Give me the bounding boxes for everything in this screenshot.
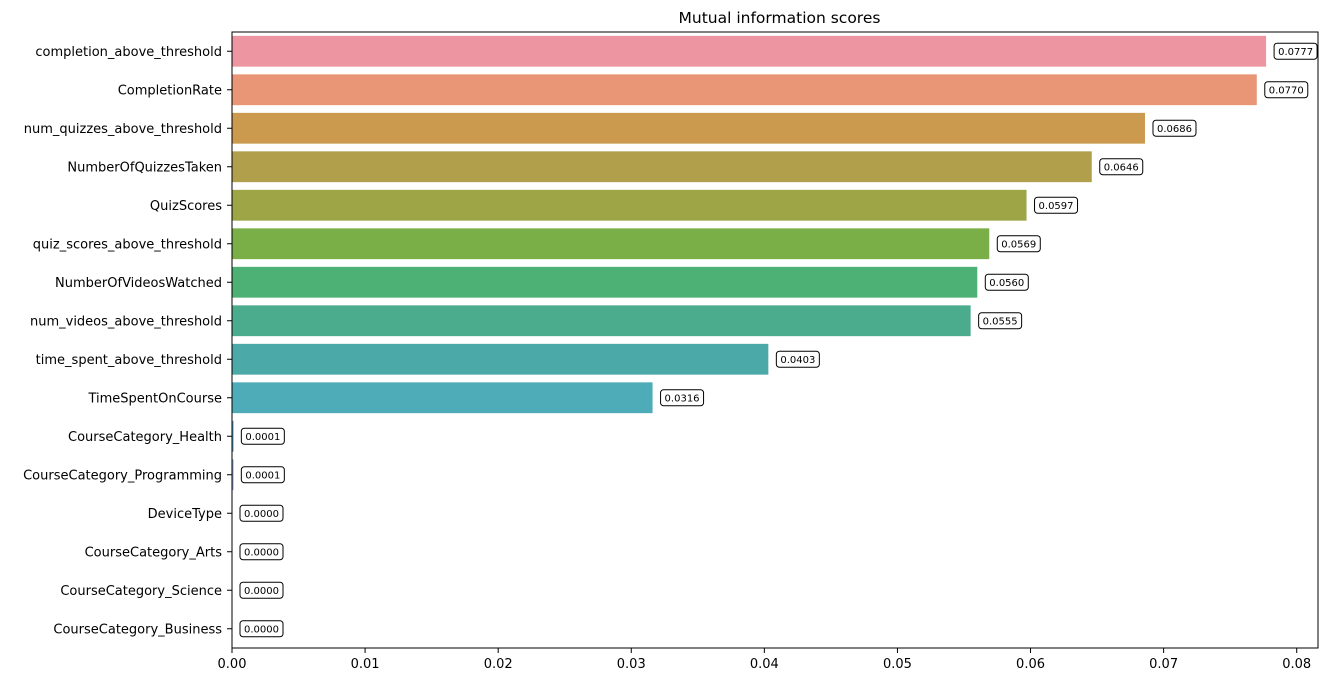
value-label: 0.0001 [240, 427, 285, 445]
value-label: 0.0000 [239, 504, 284, 522]
y-tick-label: CourseCategory_Business [53, 622, 222, 637]
y-tick-label: DeviceType [148, 507, 222, 522]
value-label-box [1273, 42, 1318, 60]
bars-group [232, 35, 1267, 491]
value-label-text: 0.0403 [780, 355, 815, 366]
y-tick-label: CourseCategory_Arts [85, 545, 223, 560]
y-tick-label: completion_above_threshold [35, 45, 222, 60]
value-label-text: 0.0770 [1269, 85, 1304, 96]
value-label-text: 0.0646 [1104, 162, 1139, 173]
y-tick-label: TimeSpentOnCourse [87, 391, 222, 406]
x-tick-label: 0.06 [1016, 657, 1045, 672]
value-label: 0.0000 [239, 543, 284, 561]
value-label: 0.0597 [1034, 196, 1079, 214]
y-tick-label: CourseCategory_Science [60, 584, 222, 599]
bar [232, 112, 1145, 144]
y-axis: completion_above_threshold CompletionRate… [23, 45, 232, 637]
value-label: 0.0316 [660, 389, 705, 407]
bar [232, 189, 1027, 221]
value-label-text: 0.0686 [1157, 124, 1192, 135]
value-label: 0.0777 [1273, 42, 1318, 60]
y-tick-label: NumberOfVideosWatched [55, 276, 222, 291]
x-tick-label: 0.08 [1282, 657, 1311, 672]
value-label: 0.0686 [1152, 119, 1197, 137]
bar [232, 266, 978, 298]
value-label: 0.0000 [239, 620, 284, 638]
x-tick-label: 0.01 [351, 657, 380, 672]
y-tick-label: CompletionRate [118, 83, 222, 98]
value-label-text: 0.0000 [244, 624, 279, 635]
y-tick-label: CourseCategory_Programming [23, 468, 222, 483]
x-tick-label: 0.02 [484, 657, 513, 672]
value-label-box [239, 620, 284, 638]
value-label-box [240, 427, 285, 445]
bar [232, 35, 1267, 67]
value-label: 0.0569 [996, 235, 1041, 253]
x-tick-label: 0.03 [617, 657, 646, 672]
y-tick-label: time_spent_above_threshold [36, 353, 222, 368]
value-label-box [1034, 196, 1079, 214]
value-label: 0.0555 [978, 312, 1023, 330]
value-label: 0.0403 [775, 350, 820, 368]
value-label-text: 0.0777 [1278, 47, 1313, 58]
value-label-text: 0.0555 [983, 316, 1018, 327]
value-label-box [1099, 158, 1144, 176]
y-tick-label: num_quizzes_above_threshold [24, 122, 222, 137]
value-label-box [239, 504, 284, 522]
value-label-box [984, 273, 1029, 291]
value-label-text: 0.0569 [1001, 239, 1036, 250]
x-axis: 0.00 0.01 0.02 0.03 0.04 0.05 0.06 0.07 0.08 [218, 648, 1311, 672]
value-label: 0.0560 [984, 273, 1029, 291]
y-tick-label: CourseCategory_Health [68, 430, 222, 445]
value-label-text: 0.0000 [244, 547, 279, 558]
value-label-text: 0.0000 [244, 586, 279, 597]
value-label-text: 0.0001 [245, 470, 280, 481]
value-label-text: 0.0560 [989, 278, 1024, 289]
value-label-box [240, 466, 285, 484]
value-label-box [1264, 81, 1309, 99]
value-label: 0.0770 [1264, 81, 1309, 99]
bar [232, 459, 234, 491]
value-label: 0.0646 [1099, 158, 1144, 176]
value-label: 0.0001 [240, 466, 285, 484]
value-label-box [775, 350, 820, 368]
value-label-text: 0.0597 [1039, 201, 1074, 212]
plot-frame [231, 31, 1319, 649]
chart-title: Mutual information scores [679, 9, 881, 27]
y-tick-label: num_videos_above_threshold [30, 314, 222, 329]
value-label-box [1152, 119, 1197, 137]
y-tick-label: quiz_scores_above_threshold [33, 237, 222, 252]
value-label-box [978, 312, 1023, 330]
value-label-text: 0.0001 [245, 432, 280, 443]
value-label-box [239, 543, 284, 561]
bar [232, 420, 234, 452]
y-tick-label: QuizScores [150, 199, 222, 214]
x-tick-label: 0.07 [1149, 657, 1178, 672]
bar [232, 382, 653, 414]
value-label: 0.0000 [239, 581, 284, 599]
bar [232, 343, 769, 375]
value-label-box [239, 581, 284, 599]
x-tick-label: 0.04 [750, 657, 779, 672]
value-label-text: 0.0316 [665, 393, 700, 404]
bar [232, 74, 1257, 106]
y-tick-label: NumberOfQuizzesTaken [67, 160, 222, 175]
value-label-text: 0.0000 [244, 509, 279, 520]
bar [232, 305, 971, 337]
x-tick-label: 0.05 [883, 657, 912, 672]
value-labels-group: 0.0777 0.0770 0.0686 0.0646 0.0597 0.0569 0.05… [239, 42, 1318, 638]
bar [232, 228, 990, 260]
bar [232, 151, 1092, 183]
value-label-box [996, 235, 1041, 253]
x-tick-label: 0.00 [218, 657, 247, 672]
value-label-box [660, 389, 705, 407]
